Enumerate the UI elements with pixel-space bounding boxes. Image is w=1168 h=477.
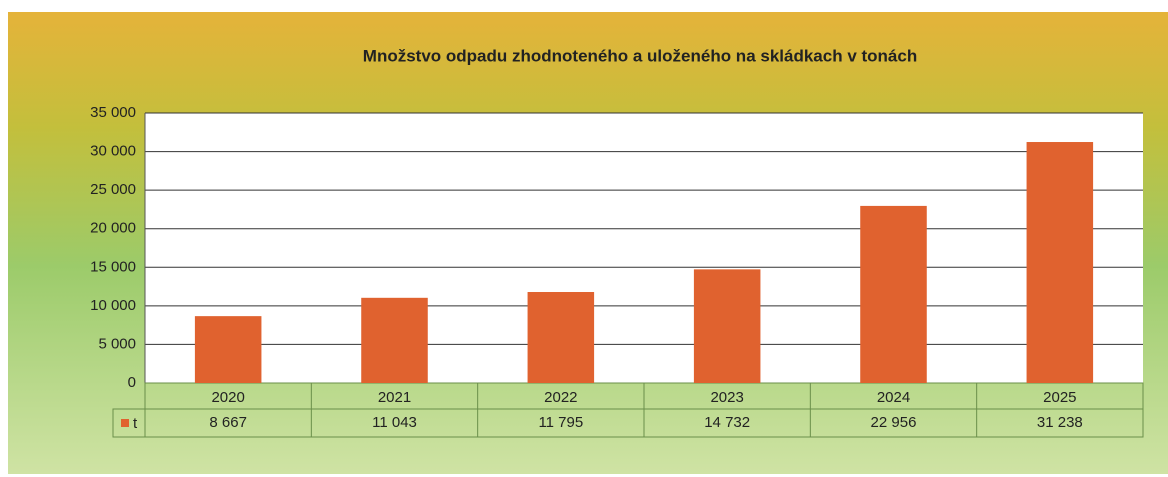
y-tick-label: 0: [128, 374, 136, 391]
data-table-value: 31 238: [1037, 414, 1083, 431]
x-tick-label: 2023: [710, 389, 743, 406]
bar: [361, 297, 428, 383]
data-table-value: 11 043: [372, 414, 417, 431]
y-tick-label: 30 000: [90, 143, 136, 160]
y-tick-label: 20 000: [90, 220, 136, 237]
y-tick-label: 35 000: [90, 104, 136, 121]
y-tick-label: 10 000: [90, 297, 136, 314]
x-tick-label: 2024: [877, 389, 910, 406]
data-table-value: 8 667: [209, 414, 247, 431]
bar: [527, 292, 595, 383]
bar: [194, 316, 262, 383]
x-tick-label: 2022: [544, 389, 577, 406]
legend-swatch: [121, 419, 129, 427]
bar: [860, 205, 927, 383]
chart-title: Množstvo odpadu zhodnoteného a uloženého…: [363, 46, 917, 65]
legend-label: t: [133, 415, 138, 432]
legend-cell: [112, 408, 146, 438]
plot-area: [145, 113, 1143, 383]
bar: [693, 269, 761, 383]
y-tick-label: 15 000: [90, 258, 136, 275]
bar: [1026, 142, 1094, 383]
data-table-value: 11 795: [538, 414, 583, 431]
y-tick-label: 25 000: [90, 181, 136, 198]
data-table-value: 22 956: [871, 414, 917, 431]
x-tick-label: 2025: [1043, 389, 1076, 406]
x-tick-label: 2021: [378, 389, 411, 406]
data-table-value: 14 732: [704, 414, 750, 431]
y-tick-label: 5 000: [98, 335, 136, 352]
x-tick-label: 2020: [211, 389, 244, 406]
